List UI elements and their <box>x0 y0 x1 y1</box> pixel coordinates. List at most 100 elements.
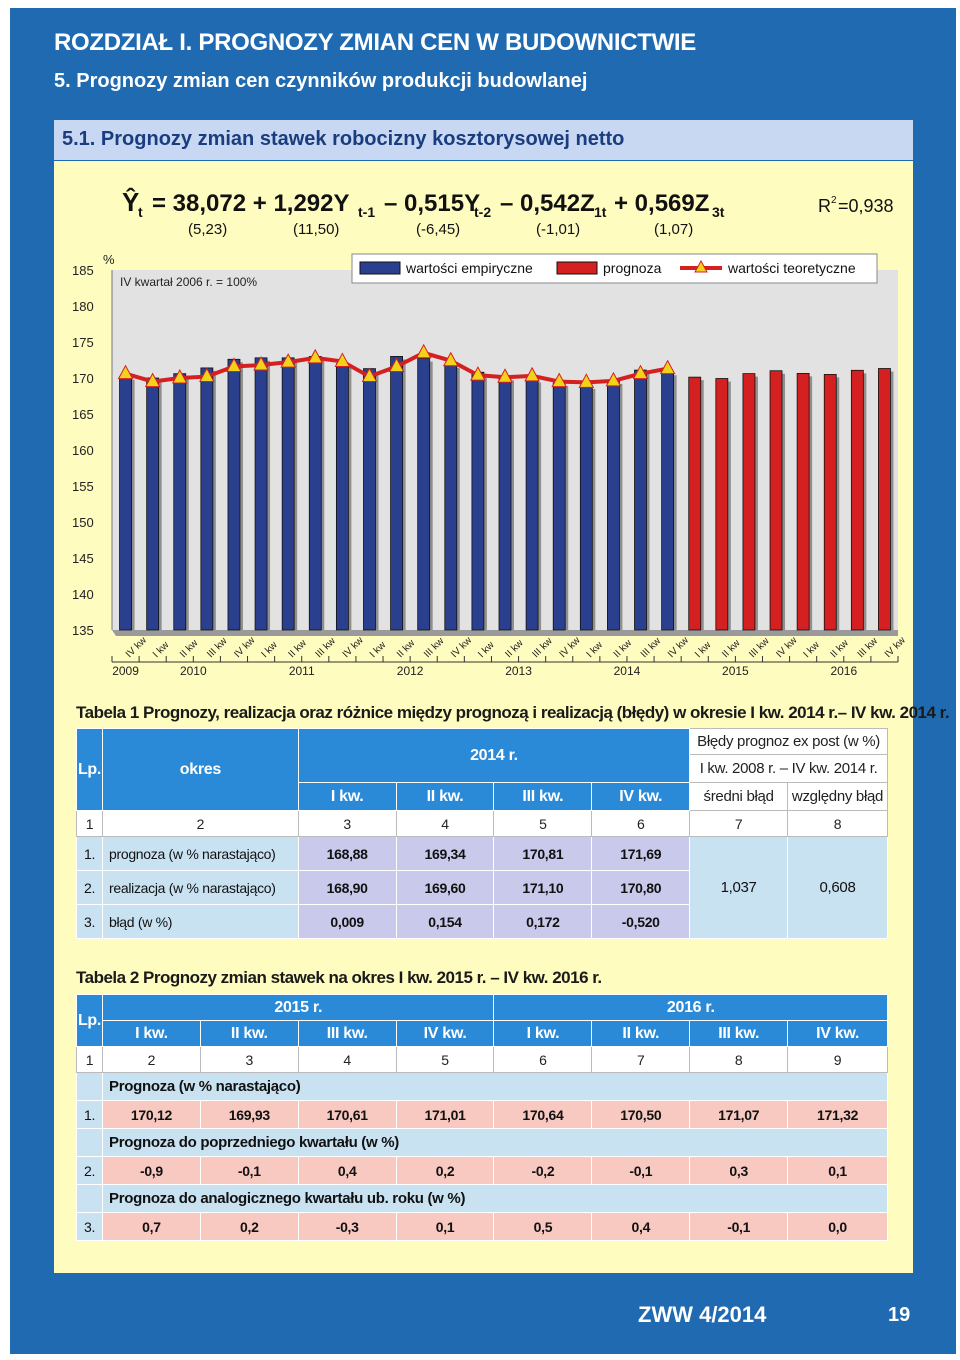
theoretical-marker <box>632 364 649 380</box>
table1-cell: 171,69 <box>591 836 691 871</box>
formula-t1: t-1 <box>358 204 375 220</box>
bar-empirical <box>363 368 376 631</box>
legend-label-theoretical: wartości teoretyczne <box>727 260 856 276</box>
table1: Lp. okres 2014 r. Błędy prognoz ex post … <box>76 728 888 939</box>
table1-colnum: 5 <box>493 810 593 837</box>
table2-section-title: Prognoza do poprzedniego kwartału (w %) <box>101 1128 889 1157</box>
table1-q2-header: II kw. <box>395 782 495 811</box>
table2-colnum: 7 <box>591 1046 691 1073</box>
theoretical-line <box>117 343 676 388</box>
table1-lp-header: Lp. <box>76 728 103 811</box>
theoretical-marker <box>280 353 297 368</box>
table1-okres-header: okres <box>101 728 299 811</box>
x-tick-label: II kw <box>178 637 201 660</box>
table2-lp-header: Lp. <box>76 994 103 1047</box>
table1-rel-error-header: względny błąd <box>787 782 888 811</box>
x-tick-label: II kw <box>503 637 526 660</box>
table2-cell: -0,9 <box>101 1156 201 1185</box>
table2-q-header: III kw. <box>297 1020 397 1047</box>
table-row: 1. prognoza (w % narastająco) 168,88 169… <box>76 836 888 939</box>
year-label: 2013 <box>505 664 532 678</box>
formula-yhat: Ŷ <box>122 187 139 217</box>
bars <box>119 355 894 631</box>
x-labels: IV kw I kw II kw III kw IV kw I kw II kw III kw… <box>111 635 908 678</box>
table2-cell: 170,61 <box>297 1100 397 1129</box>
table2-row-lp: 2. <box>76 1156 103 1185</box>
se-3: (-1,01) <box>536 221 580 238</box>
table1-mean-error-header: średni błąd <box>689 782 789 811</box>
table1-row-label: błąd (w %) <box>101 904 299 939</box>
y-tick-label: 135 <box>72 623 94 638</box>
formula-m2: – 0,542Z <box>500 190 595 217</box>
bar-forecast <box>742 373 756 631</box>
bar-empirical <box>579 385 593 631</box>
subsection-title: 5.1. Prognozy zmian stawek robocizny kos… <box>62 128 625 150</box>
bar-forecast <box>878 368 891 631</box>
bar-forecast <box>688 376 702 631</box>
se-4: (1,07) <box>654 221 693 238</box>
x-tick-label: IV kw <box>558 635 584 661</box>
year-label: 2016 <box>830 664 857 678</box>
bar-empirical <box>254 357 268 631</box>
plot-floor <box>112 630 898 636</box>
chapter-title: ROZDZIAŁ I. PROGNOZY ZMIAN CEN W BUDOWNI… <box>54 29 697 56</box>
theoretical-marker <box>226 357 242 372</box>
x-tick-label: IV kw <box>666 635 692 661</box>
table2-colnum: 6 <box>493 1046 593 1073</box>
table1-cell: 170,80 <box>591 870 691 905</box>
bar-empirical <box>173 373 187 631</box>
bar-empirical <box>417 358 431 631</box>
bar-empirical <box>498 376 512 631</box>
table1-cell: 171,10 <box>493 870 593 905</box>
y-tick-label: 155 <box>72 479 94 494</box>
table1-year-header: 2014 r. <box>297 728 691 783</box>
table2-cell: -0,1 <box>591 1156 691 1185</box>
theoretical-marker <box>415 343 432 359</box>
table2-row-lp: 1. <box>76 1100 103 1129</box>
table2-cell: -0,3 <box>297 1212 397 1241</box>
x-tick-label: IV kw <box>232 635 258 661</box>
x-tick-label: I kw <box>585 639 606 660</box>
formula-p1: + 0,569Z <box>614 190 709 217</box>
bar-forecast <box>823 373 837 631</box>
x-tick-label: III kw <box>639 635 664 660</box>
theoretical-marker <box>361 367 378 383</box>
theoretical-marker <box>199 367 215 383</box>
table2-caption: Tabela 2 Prognozy zmian stawek na okres … <box>76 968 602 987</box>
table2-colnum: 1 <box>76 1046 103 1073</box>
bar-empirical <box>146 377 160 631</box>
theoretical-marker <box>144 372 161 388</box>
table2-cell: 0,4 <box>591 1212 691 1241</box>
legend-swatch-forecast <box>556 261 598 275</box>
year-label: 2014 <box>614 664 641 678</box>
table1-errors-title: Błędy prognoz ex post (w %) <box>689 728 888 755</box>
bar-empirical <box>552 382 566 631</box>
table1-row-label: realizacja (w % narastająco) <box>101 870 299 905</box>
table1-row-lp: 1. <box>76 836 103 871</box>
bar-empirical <box>227 358 241 631</box>
y-ticks: 135 140 145 150 155 160 165 170 175 180 185 <box>72 263 94 638</box>
table1-cell: 170,81 <box>493 836 593 871</box>
table2: Lp. 2015 r. 2016 r. I kw. II kw. III kw.… <box>76 994 889 1241</box>
theoretical-marker <box>524 366 540 382</box>
table2-year-2016: 2016 r. <box>493 994 888 1021</box>
x-tick-label: II kw <box>829 637 852 660</box>
table1-colnum: 2 <box>101 810 299 837</box>
table1-relative-error: 0,608 <box>787 836 888 939</box>
y-tick-label: 170 <box>72 371 94 386</box>
table-row: 2. -0,9 -0,1 0,4 0,2 -0,2 -0,1 0,3 0,1 <box>76 1156 888 1185</box>
x-tick-label: II kw <box>720 637 743 660</box>
base-note: IV kwartał 2006 r. = 100% <box>120 275 257 289</box>
year-label: 2010 <box>180 664 207 678</box>
legend-marker-theoretical <box>694 259 708 273</box>
theoretical-marker <box>117 364 134 380</box>
bar-empirical <box>607 380 620 631</box>
legend: wartości empiryczne prognoza wartości te… <box>351 253 878 284</box>
chart-svg: Ŷ t = 38,072 + 1,292Y t-1 – 0,515Y t-2 –… <box>72 187 908 678</box>
theoretical-marker <box>551 372 568 388</box>
table2-cell: 171,07 <box>689 1100 789 1129</box>
bar-forecast <box>769 370 783 631</box>
table1-cell: 168,88 <box>297 836 397 871</box>
bar-empirical <box>525 379 539 631</box>
x-tick-label: I kw <box>801 639 822 660</box>
